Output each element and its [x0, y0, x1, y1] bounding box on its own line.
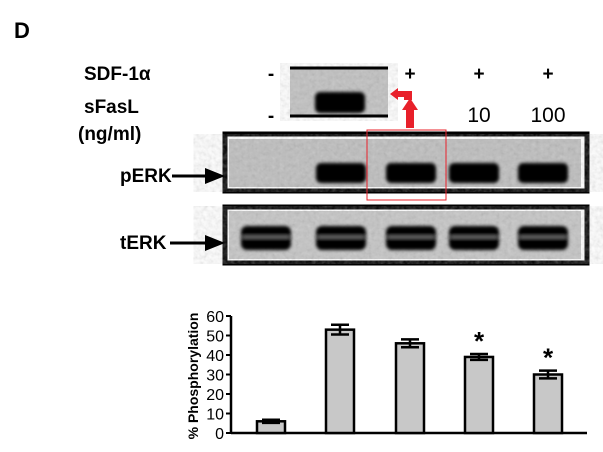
- panel-label: D: [14, 18, 30, 43]
- sdf-value: +: [542, 64, 553, 85]
- sfasl-value: 10: [467, 104, 490, 127]
- terk-arrow-icon: [170, 235, 225, 251]
- highlight-box: [366, 129, 447, 201]
- sdf-label: SDF-1α: [84, 64, 151, 85]
- y-tick-label: 20: [206, 387, 224, 404]
- terk-label: tERK: [120, 233, 167, 254]
- y-tick-label: 40: [206, 348, 224, 365]
- y-tick-label: 30: [206, 368, 224, 385]
- sdf-value: +: [473, 64, 484, 85]
- sfasl-value: -: [268, 106, 274, 127]
- significance-marker: *: [543, 343, 554, 373]
- error-bar: [401, 338, 419, 349]
- significance-marker: *: [474, 326, 485, 356]
- perk-arrow-icon: [172, 168, 225, 184]
- perk-band: [316, 163, 366, 183]
- bar: [394, 342, 426, 435]
- perk-band: [386, 163, 436, 183]
- perk-band: [449, 163, 499, 183]
- sdf-value: +: [404, 64, 415, 85]
- sfasl-value: 100: [530, 104, 565, 127]
- y-tick-label: 50: [206, 329, 224, 346]
- bar: [324, 328, 356, 435]
- bar-chart: 0 10 20 30 40 50 60 * *: [206, 309, 587, 443]
- perk-label: pERK: [120, 166, 172, 187]
- red-arrow-icon: [390, 88, 418, 128]
- y-tick-label: 10: [206, 407, 224, 424]
- y-axis-label: % Phosphorylation: [185, 313, 201, 440]
- y-tick-label: 0: [215, 426, 224, 443]
- error-bar: [470, 352, 488, 362]
- y-tick-label: 60: [206, 309, 224, 326]
- bar: [463, 355, 495, 435]
- bar: [532, 373, 564, 435]
- sfasl-unit: (ng/ml): [78, 124, 141, 145]
- sfasl-label: sFasL: [84, 97, 139, 118]
- error-bar: [539, 369, 557, 380]
- error-bar: [262, 418, 280, 425]
- sdf-value: -: [268, 64, 274, 85]
- error-bar: [331, 323, 349, 336]
- perk-band: [518, 163, 568, 183]
- inset-blot: [290, 66, 388, 118]
